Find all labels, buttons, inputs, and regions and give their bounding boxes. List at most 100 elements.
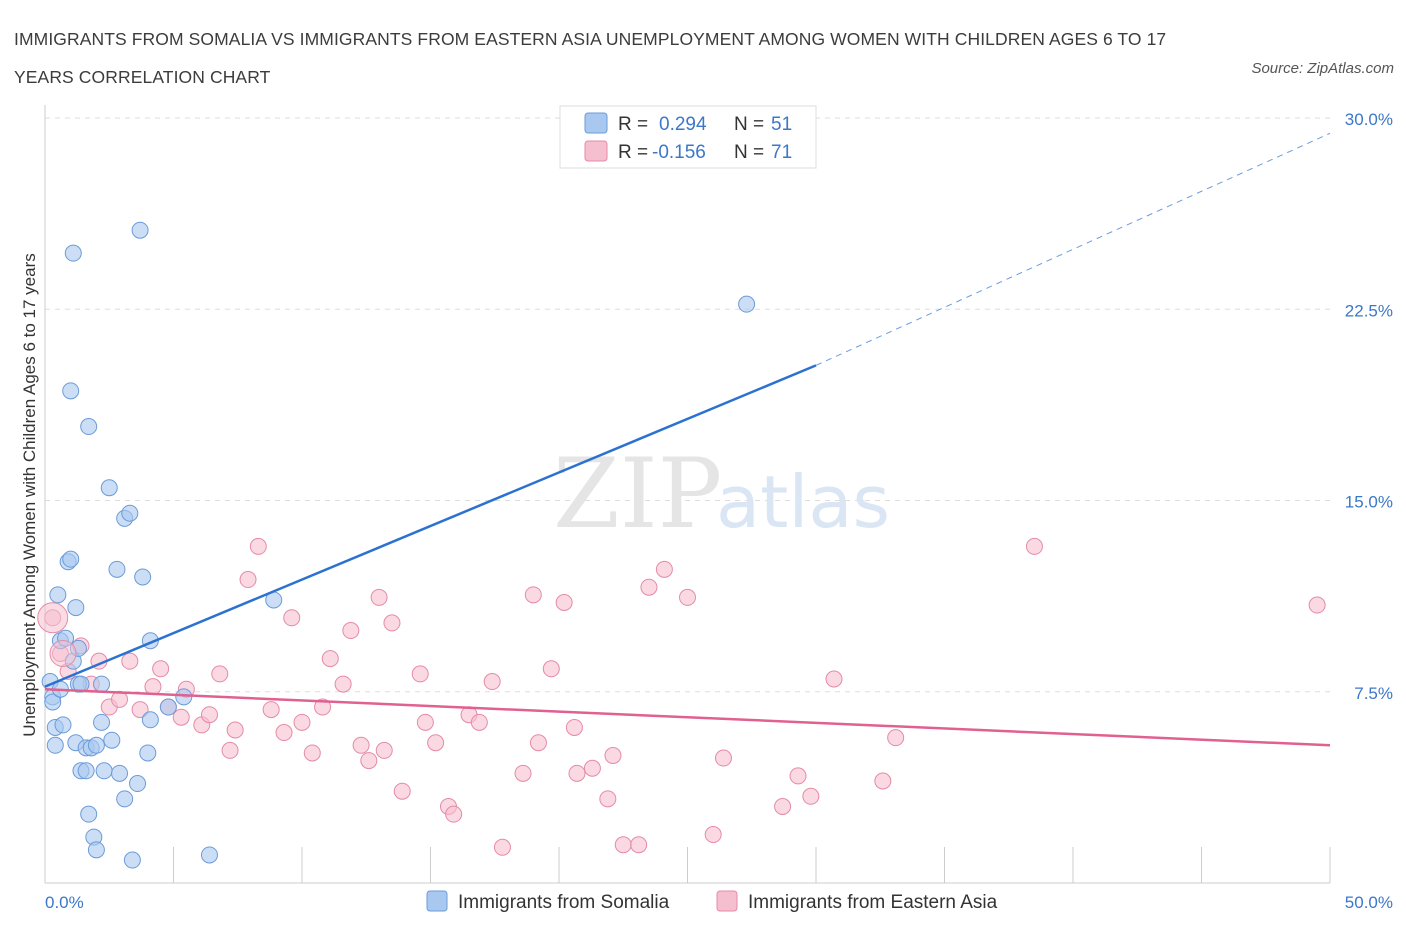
point-somalia xyxy=(139,744,157,762)
point-eastern-asia xyxy=(555,594,573,611)
point-somalia xyxy=(129,775,147,793)
x-tick-label-min: 0.0% xyxy=(45,893,84,912)
point-eastern-asia xyxy=(514,764,532,782)
point-eastern-asia xyxy=(529,734,547,752)
watermark-zip: ZIP xyxy=(553,438,722,550)
legend-r-label-2: R = xyxy=(618,142,648,163)
source-credit: Source: ZipAtlas.com xyxy=(1251,60,1394,77)
trend-lines xyxy=(44,132,1331,747)
y-tick-label: 15.0% xyxy=(1345,493,1393,512)
legend-swatch-somalia xyxy=(584,112,608,134)
point-somalia xyxy=(64,244,82,262)
series-legend-label-somalia: Immigrants from Somalia xyxy=(458,892,670,913)
legend-swatch-eastern-asia xyxy=(584,140,608,162)
point-eastern-asia xyxy=(640,578,658,596)
point-eastern-asia xyxy=(1308,596,1326,614)
point-eastern-asia xyxy=(565,718,583,736)
point-somalia xyxy=(87,841,105,859)
legend-n-label-1: N = xyxy=(734,114,764,135)
point-eastern-asia xyxy=(445,805,463,823)
point-eastern-asia xyxy=(293,713,311,731)
point-somalia xyxy=(100,479,118,497)
legend-r-value-1: 0.294 xyxy=(659,114,707,135)
point-somalia xyxy=(738,295,756,313)
point-somalia xyxy=(131,221,149,239)
point-eastern-asia xyxy=(411,665,429,683)
point-eastern-asia xyxy=(200,706,218,724)
point-eastern-asia xyxy=(172,708,190,726)
point-somalia xyxy=(93,675,111,693)
point-somalia xyxy=(108,560,126,578)
point-eastern-asia xyxy=(283,609,301,627)
legend-n-value-1: 51 xyxy=(771,114,792,135)
point-eastern-asia xyxy=(604,747,622,764)
point-eastern-asia xyxy=(542,660,560,678)
point-somalia xyxy=(67,599,85,617)
point-somalia xyxy=(200,846,218,864)
point-somalia xyxy=(159,698,177,716)
point-somalia xyxy=(44,693,62,711)
x-tick-label-max: 50.0% xyxy=(1345,893,1393,912)
point-somalia xyxy=(111,764,129,782)
point-somalia xyxy=(72,675,90,693)
point-somalia xyxy=(46,736,64,754)
legend-n-label-2: N = xyxy=(734,142,764,163)
point-eastern-asia xyxy=(470,713,488,731)
legend-n-value-2: 71 xyxy=(771,142,792,163)
point-eastern-asia xyxy=(789,767,807,785)
point-somalia xyxy=(121,504,139,522)
point-eastern-asia xyxy=(427,734,445,752)
point-somalia xyxy=(103,731,121,749)
trend-line-somalia-extension xyxy=(815,132,1331,366)
point-eastern-asia xyxy=(303,744,321,762)
series-legend-swatch-eastern-asia xyxy=(716,890,738,912)
point-eastern-asia xyxy=(226,721,244,739)
point-somalia xyxy=(87,736,105,754)
point-eastern-asia xyxy=(393,782,411,800)
point-eastern-asia xyxy=(1025,537,1043,555)
point-eastern-asia xyxy=(334,675,352,693)
point-eastern-asia xyxy=(383,614,401,632)
y-tick-label: 22.5% xyxy=(1345,301,1393,320)
point-eastern-asia xyxy=(321,650,339,668)
point-eastern-asia xyxy=(483,673,501,691)
point-somalia xyxy=(62,382,80,400)
point-somalia xyxy=(93,713,111,731)
axes xyxy=(44,105,1331,884)
series-legend-swatch-somalia xyxy=(426,890,448,912)
point-eastern-asia xyxy=(568,764,586,782)
point-eastern-asia xyxy=(614,836,632,854)
trend-line-somalia xyxy=(44,364,817,688)
point-eastern-asia xyxy=(375,741,393,759)
point-eastern-asia xyxy=(887,729,905,747)
y-axis-label: Unemployment Among Women with Children A… xyxy=(20,253,39,737)
point-somalia xyxy=(134,568,152,586)
point-eastern-asia xyxy=(342,622,360,640)
point-eastern-asia xyxy=(314,698,332,716)
point-eastern-asia xyxy=(275,724,293,742)
point-eastern-asia xyxy=(714,749,732,767)
point-somalia xyxy=(80,805,98,823)
series-legend-label-eastern-asia: Immigrants from Eastern Asia xyxy=(748,892,998,913)
data-points xyxy=(37,221,1326,869)
chart-title: IMMIGRANTS FROM SOMALIA VS IMMIGRANTS FR… xyxy=(14,29,1167,87)
point-eastern-asia xyxy=(802,787,820,805)
point-somalia xyxy=(123,851,141,869)
point-eastern-asia xyxy=(655,560,673,578)
point-somalia xyxy=(141,711,159,729)
point-eastern-asia xyxy=(493,838,511,856)
point-eastern-asia-large xyxy=(37,602,69,634)
series-legend: Immigrants from Somalia Immigrants from … xyxy=(426,890,998,913)
point-eastern-asia xyxy=(679,588,696,606)
point-eastern-asia xyxy=(704,826,722,844)
point-somalia xyxy=(54,716,72,734)
point-eastern-asia xyxy=(352,736,370,754)
point-eastern-asia xyxy=(825,670,843,688)
point-eastern-asia xyxy=(211,665,229,683)
point-somalia xyxy=(49,586,67,604)
point-eastern-asia xyxy=(144,678,162,696)
point-eastern-asia xyxy=(599,790,617,808)
legend-r-label-1: R = xyxy=(618,114,648,135)
point-somalia xyxy=(95,762,113,780)
point-eastern-asia xyxy=(630,836,648,854)
